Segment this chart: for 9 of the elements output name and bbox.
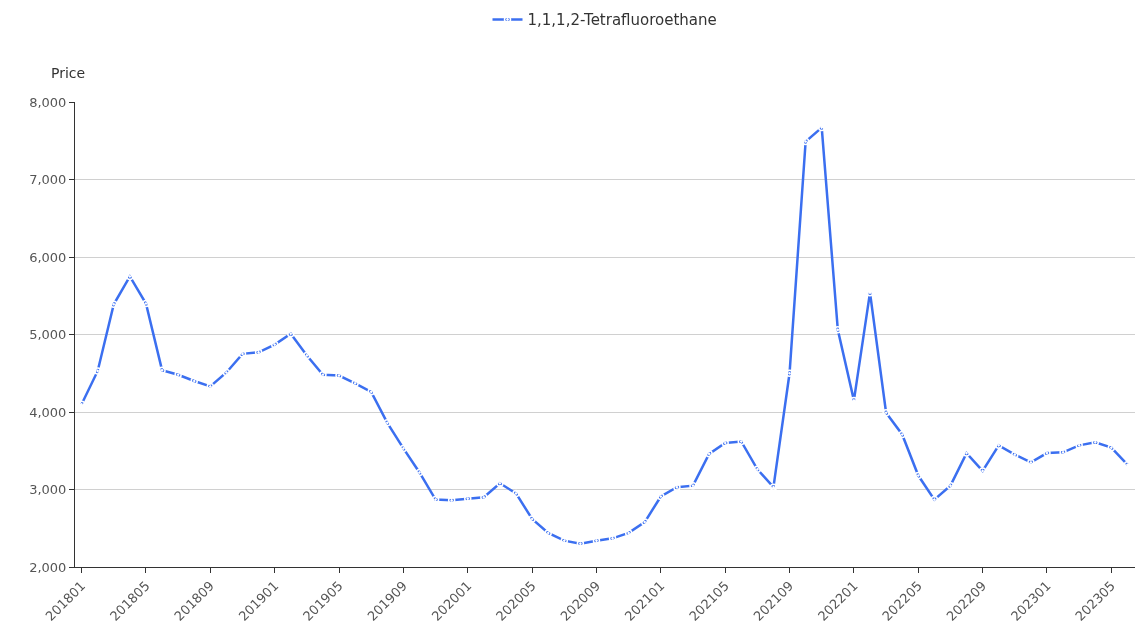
y-tick-label: 3,000: [29, 482, 67, 498]
y-tick-label: 7,000: [29, 172, 67, 188]
y-tick-label: 8,000: [29, 94, 67, 110]
y-tick-label: 5,000: [29, 327, 67, 343]
y-tick-label: 2,000: [29, 559, 67, 575]
y-axis-title: Price: [51, 65, 86, 81]
y-tick-label: 6,000: [29, 249, 67, 265]
y-tick-label: 4,000: [29, 404, 67, 420]
legend-label: 1,1,1,2-Tetrafluoroethane: [527, 11, 717, 30]
